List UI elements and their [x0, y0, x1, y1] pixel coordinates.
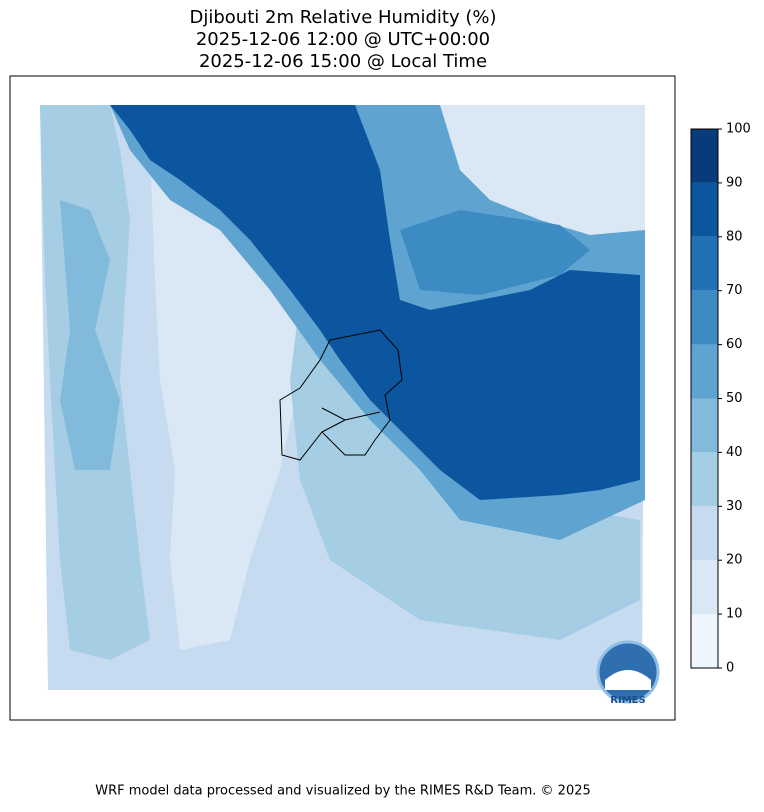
map: RIMES	[9, 75, 676, 721]
colorbar-segment	[691, 236, 718, 291]
colorbar-segment	[691, 614, 718, 668]
contour	[110, 105, 640, 500]
tick-label: 90	[726, 175, 743, 190]
country-border	[279, 329, 403, 461]
title-line: 2025-12-06 15:00 @ Local Time	[199, 51, 487, 72]
tick-label: 50	[726, 391, 743, 406]
colorbar: 0 10 20 30 40 50 60 70 80 90 100	[690, 122, 751, 676]
tick-label: 30	[726, 499, 743, 514]
tick-label: 100	[726, 122, 751, 137]
contour	[60, 200, 120, 470]
tick-label: 40	[726, 445, 743, 460]
colorbar-segment	[691, 129, 718, 183]
colorbar-segment	[691, 398, 718, 453]
colorbar-segment	[691, 452, 718, 507]
logo: RIMES	[596, 640, 660, 706]
colorbar-segment	[691, 290, 718, 345]
colorbar-segment	[691, 182, 718, 237]
tick-label: 60	[726, 337, 743, 352]
contour	[400, 210, 590, 295]
title-line: Djibouti 2m Relative Humidity (%)	[190, 7, 497, 28]
tick-label: 0	[726, 661, 734, 676]
title-line: 2025-12-06 12:00 @ UTC+00:00	[196, 29, 490, 50]
colorbar-segment	[691, 344, 718, 399]
tick-label: 70	[726, 283, 743, 298]
footer: WRF model data processed and visualized …	[95, 784, 591, 799]
tick-label: 20	[726, 553, 743, 568]
contour	[440, 105, 645, 235]
colorbar-segment	[691, 506, 718, 561]
tick-label: 10	[726, 607, 743, 622]
tick-label: 80	[726, 229, 743, 244]
colorbar-segment	[691, 560, 718, 615]
logo-text: RIMES	[610, 695, 645, 706]
logo-wave	[605, 670, 651, 690]
